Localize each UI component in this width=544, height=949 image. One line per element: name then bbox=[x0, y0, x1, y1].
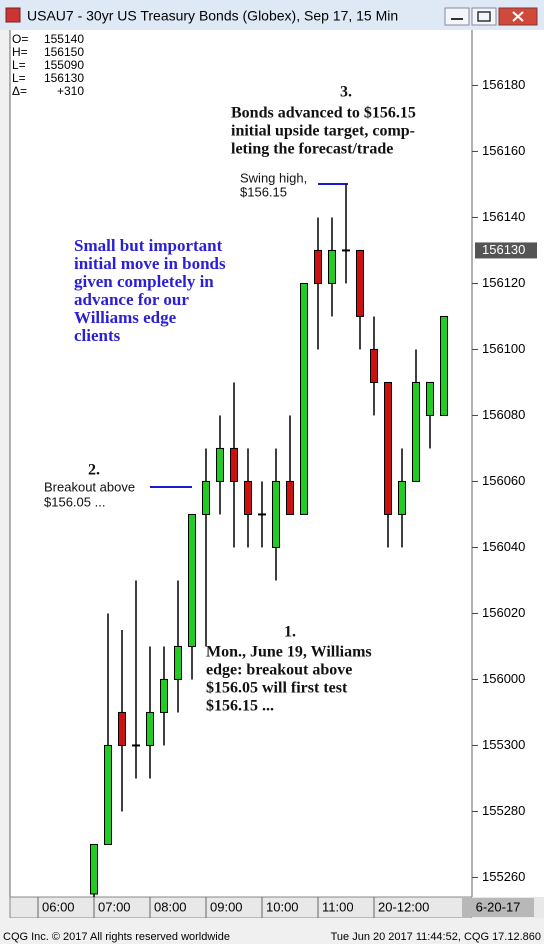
annotation-line: 3. bbox=[340, 84, 352, 101]
annotation-line: $156.15 ... bbox=[206, 698, 274, 715]
annotation-line: advance for our bbox=[74, 290, 189, 309]
annotation-line: Swing high, bbox=[240, 170, 307, 185]
candle-body bbox=[286, 480, 294, 515]
annotation-line: 1. bbox=[284, 624, 296, 641]
x-tick-label: 07:00 bbox=[98, 899, 131, 914]
info-label: H= bbox=[12, 45, 28, 59]
candle-body bbox=[146, 711, 154, 746]
footer bbox=[0, 918, 544, 944]
annotation-line: given completely in bbox=[74, 272, 214, 291]
y-tick-label: 156060 bbox=[482, 473, 525, 488]
annotation-line: leting the forecast/trade bbox=[231, 141, 393, 158]
maximize-button[interactable] bbox=[471, 7, 497, 26]
copyright: CQG Inc. © 2017 All rights reserved worl… bbox=[3, 931, 230, 943]
annotation-line: 2. bbox=[88, 462, 100, 479]
x-tick-label: 09:00 bbox=[210, 899, 243, 914]
annotation-line: Mon., June 19, Williams bbox=[206, 644, 372, 661]
candle-body bbox=[370, 348, 378, 383]
candle-body bbox=[440, 315, 448, 416]
candle-body bbox=[328, 249, 336, 284]
candle-body bbox=[160, 678, 168, 713]
candle-body bbox=[174, 645, 182, 680]
left-frame bbox=[0, 30, 10, 918]
y-tick-label: 155260 bbox=[482, 869, 525, 884]
candles bbox=[90, 184, 448, 897]
candle-body bbox=[104, 744, 112, 845]
annotation-line: Williams edge bbox=[74, 308, 177, 327]
y-tick-label: 156160 bbox=[482, 143, 525, 158]
annotation-line: initial move in bonds bbox=[74, 254, 226, 273]
window-title: USAU7 - 30yr US Treasury Bonds (Globex),… bbox=[27, 8, 398, 24]
info-label: L= bbox=[12, 58, 26, 72]
candle-body bbox=[244, 480, 252, 515]
info-label: L= bbox=[12, 71, 26, 85]
date-box bbox=[462, 898, 534, 917]
minimize-button[interactable] bbox=[444, 7, 470, 26]
candle-body bbox=[202, 480, 210, 515]
y-tick-label: 156120 bbox=[482, 275, 525, 290]
x-tick-label: 06:00 bbox=[42, 899, 75, 914]
candle-body bbox=[384, 381, 392, 515]
annotation-line: clients bbox=[74, 326, 121, 345]
candle-body bbox=[314, 249, 322, 284]
date-label: 6-20-17 bbox=[476, 899, 521, 914]
annotation-line: edge: breakout above bbox=[206, 662, 352, 679]
y-tick-label: 156100 bbox=[482, 341, 525, 356]
info-value: 155090 bbox=[44, 58, 84, 72]
y-tick-label: 156040 bbox=[482, 539, 525, 554]
candle-body bbox=[426, 381, 434, 416]
x-tick-label: 11:00 bbox=[322, 899, 354, 914]
y-tick-label: 156020 bbox=[482, 605, 525, 620]
candle-body bbox=[216, 447, 224, 482]
timestamp: Tue Jun 20 2017 11:44:52, CQG 17.12.860 bbox=[331, 931, 541, 943]
annotation-line: $156.05 ... bbox=[44, 494, 105, 509]
x-tick-label: 08:00 bbox=[154, 899, 187, 914]
info-value: 155140 bbox=[44, 32, 84, 46]
annotation-line: $156.15 bbox=[240, 184, 287, 199]
info-box: O= 155140 H= 156150 L= 155090 L= 156130 Δ= +310 bbox=[12, 32, 84, 98]
candle-body bbox=[272, 480, 280, 548]
info-label: Δ= bbox=[12, 84, 27, 98]
app-icon bbox=[5, 7, 21, 23]
annotation-line: initial upside target, comp- bbox=[231, 123, 415, 140]
y-tick-label: 155280 bbox=[482, 803, 525, 818]
info-value: +310 bbox=[57, 84, 84, 98]
y-tick-label: 155300 bbox=[482, 737, 525, 752]
y-tick-label: 156080 bbox=[482, 407, 525, 422]
info-value: 156150 bbox=[44, 45, 84, 59]
candle-body bbox=[188, 513, 196, 647]
candle-body bbox=[90, 843, 98, 895]
last-price-label: 156130 bbox=[482, 242, 525, 257]
candle-body bbox=[398, 480, 406, 515]
candle-body bbox=[300, 282, 308, 515]
candle-body bbox=[412, 381, 420, 482]
y-tick-label: 156140 bbox=[482, 209, 525, 224]
candle-body bbox=[356, 249, 364, 317]
annotation-line: $156.05 will first test bbox=[206, 680, 348, 697]
y-tick-label: 156180 bbox=[482, 77, 525, 92]
y-tick-label: 156000 bbox=[482, 671, 525, 686]
last-price-box bbox=[475, 242, 537, 259]
annotation-line: Bonds advanced to $156.15 bbox=[231, 105, 416, 122]
info-label: O= bbox=[12, 32, 28, 46]
info-value: 156130 bbox=[44, 71, 84, 85]
annotation-line: Breakout above bbox=[44, 479, 135, 494]
candle-body bbox=[118, 711, 126, 746]
annotation-line: Small but important bbox=[74, 236, 223, 255]
candle-body bbox=[230, 447, 238, 482]
x-tick-label: 10:00 bbox=[266, 899, 299, 914]
x-tick-label: 20-12:00 bbox=[378, 899, 429, 914]
